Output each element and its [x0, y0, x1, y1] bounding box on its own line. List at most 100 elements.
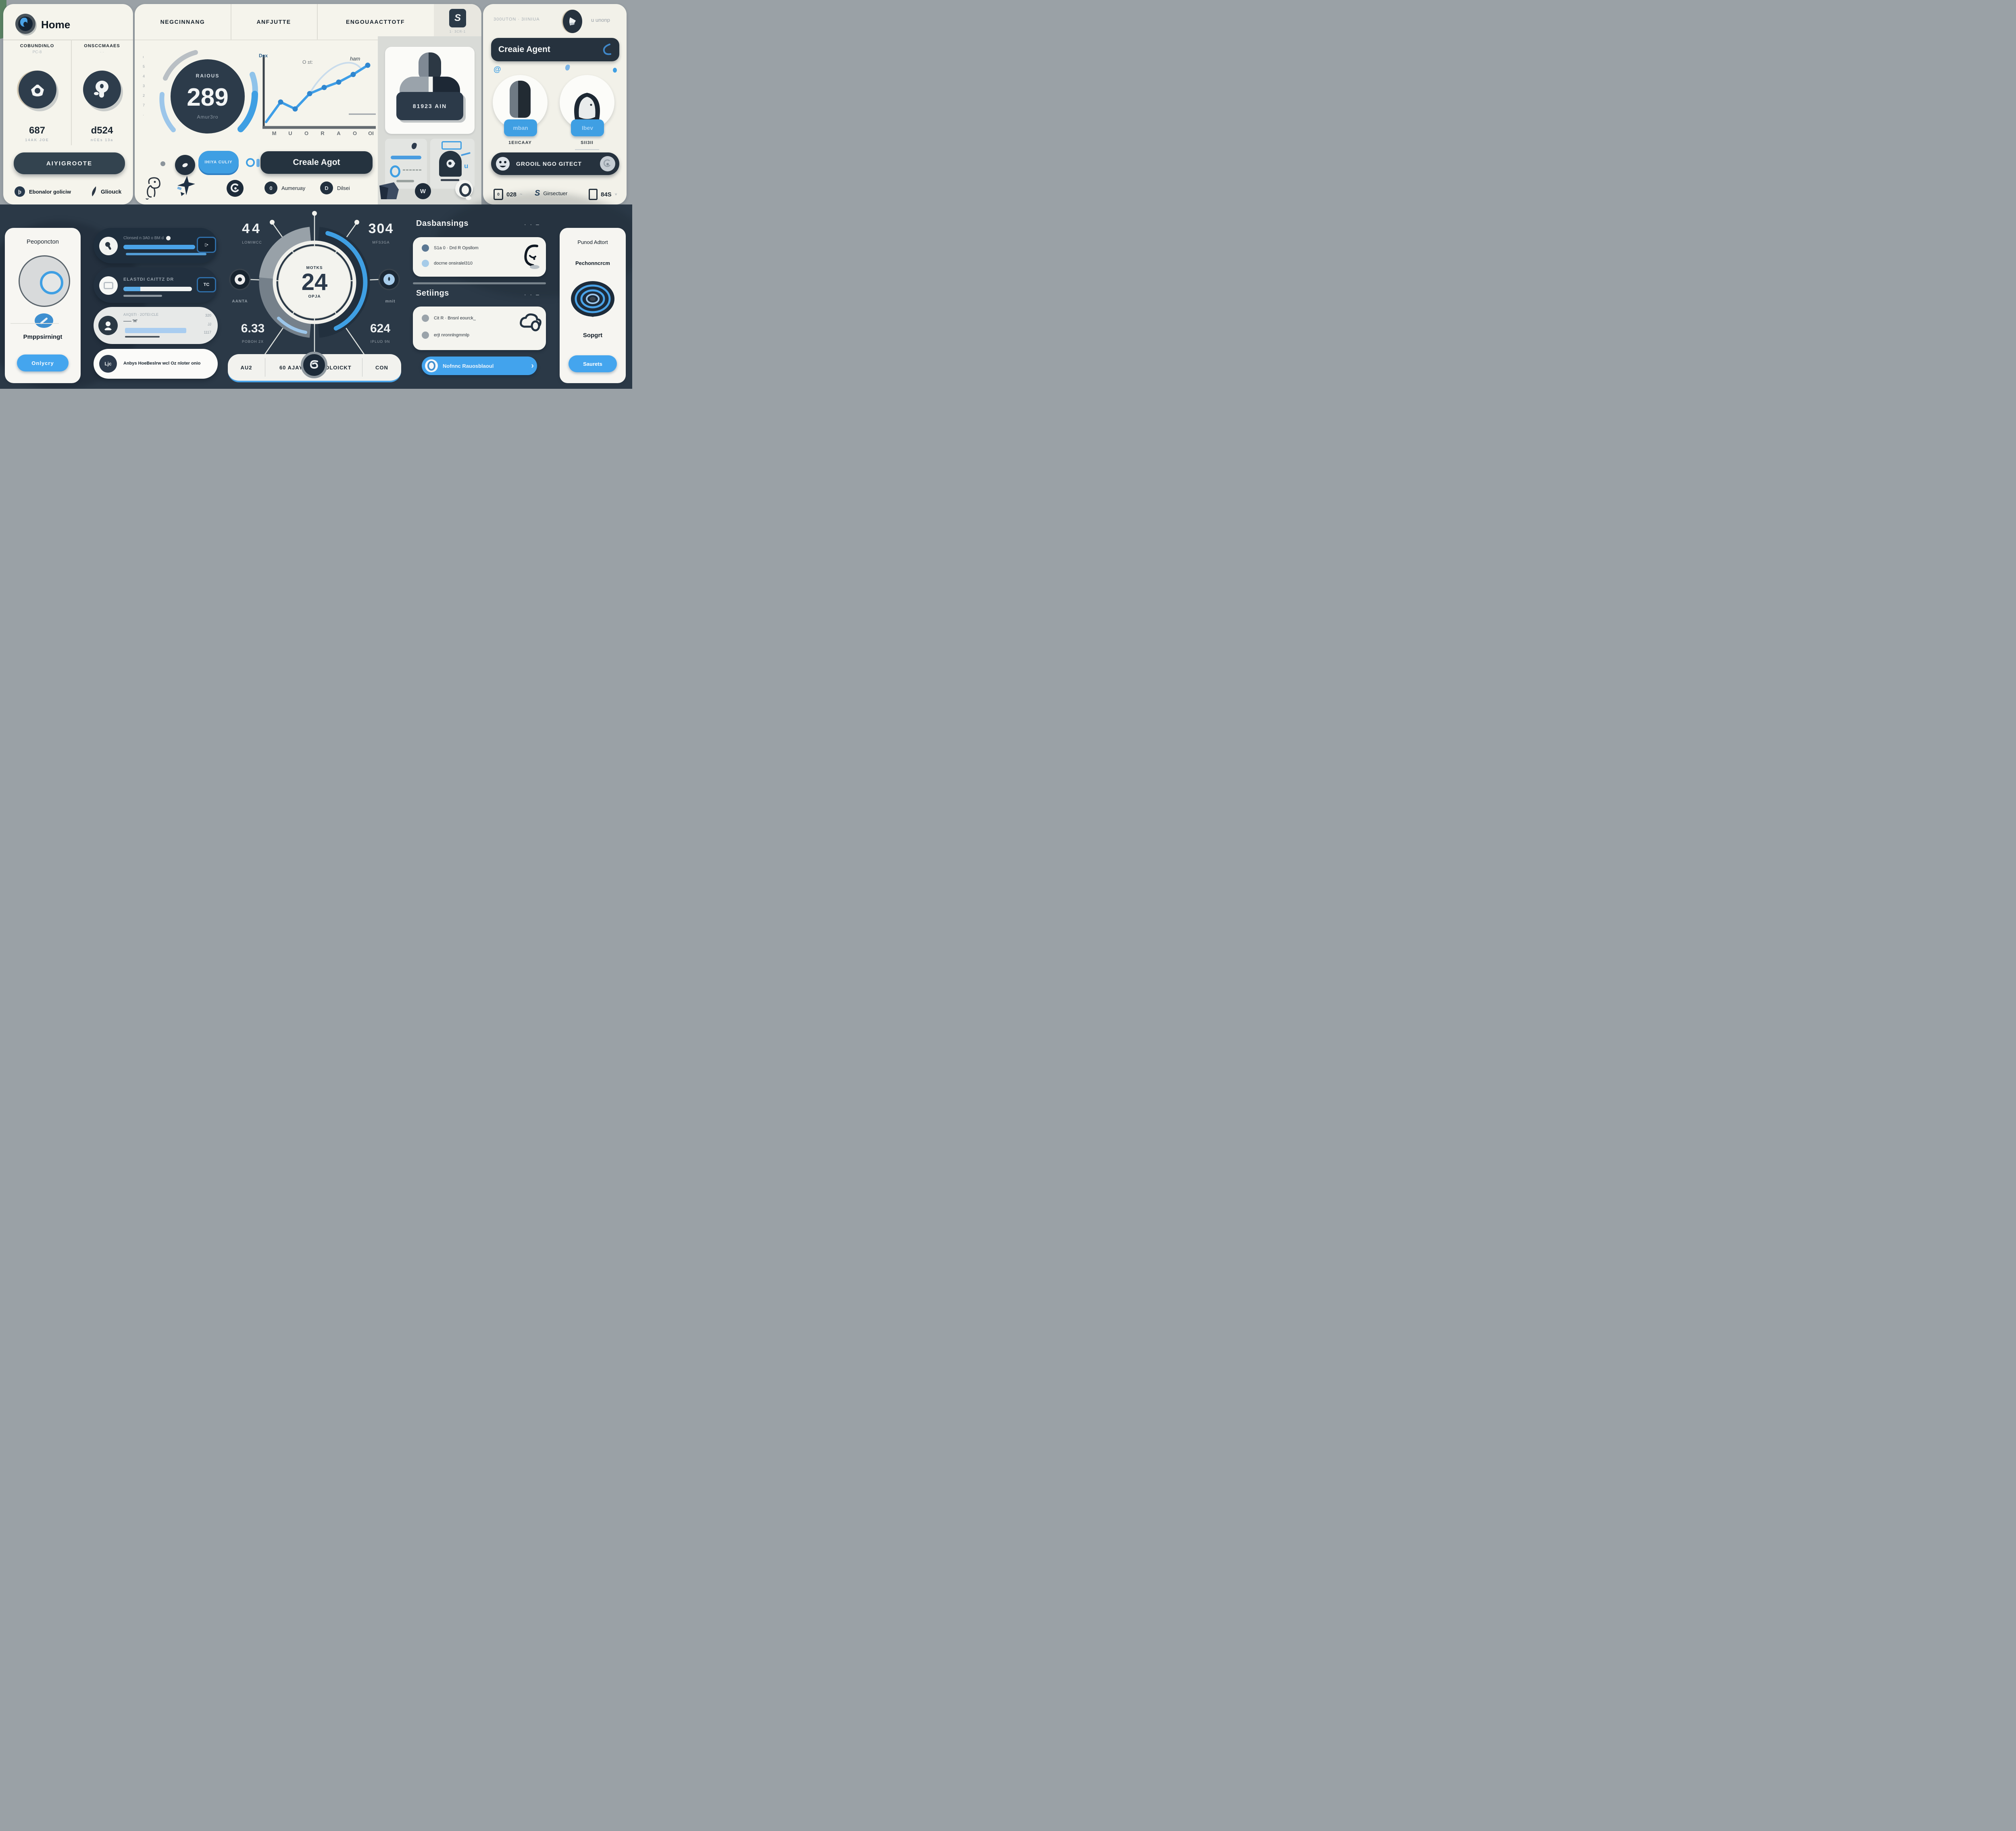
gauge-top-label: RAIOUS: [196, 73, 220, 79]
hub-stat-label: MFS3GA: [372, 240, 390, 244]
device-icon: 0: [494, 189, 503, 200]
hub-stat-bottomleft: 6.33: [241, 322, 265, 335]
arch-swirl-icon: [439, 151, 462, 177]
task-row-4[interactable]: Ljc Anbys HoeBeslrw wcl Oz nloter onio: [94, 349, 218, 379]
dash-row-text: S1a 0 · Drd R Opsllom: [434, 246, 479, 250]
tab-anfjutte[interactable]: ANFJUTTE: [231, 4, 317, 40]
support-line3: Sopgrt: [583, 332, 603, 339]
row-text: Anbys HoeBeslrw wcl Oz nloter onio: [123, 361, 201, 366]
row-meta: 1117: [204, 330, 211, 334]
dash-row-1[interactable]: S1a 0 · Drd R Opsllom: [422, 244, 479, 252]
footer-item-label: 84S: [601, 191, 612, 198]
task-row-3[interactable]: AXQSTI · 2OTEI:CLE —— 'H' 320 JJ 1117: [94, 307, 218, 344]
app-logo-icon[interactable]: [15, 14, 35, 34]
agent-avatar-1[interactable]: [493, 75, 548, 130]
task-row-1[interactable]: Clonsed n 3A0 o BM d ▯▪: [94, 228, 218, 263]
chart-annotation: ham: [350, 56, 360, 62]
dash-row-2[interactable]: docrne onsiralel310: [422, 260, 473, 267]
row-avatar: [99, 237, 118, 255]
grooil-button[interactable]: GROOIL NGO GITECT: [491, 152, 619, 175]
grooil-label: GROOIL NGO GITECT: [516, 161, 582, 167]
record-button[interactable]: [175, 155, 195, 175]
o-ring-icon: [425, 359, 438, 372]
row-title: AXQSTI · 2OTEI:CLE: [123, 313, 159, 317]
agent-avatar-2[interactable]: [560, 75, 614, 130]
left-knob[interactable]: [229, 269, 251, 290]
create-agot-button[interactable]: Creale Agot: [260, 151, 373, 174]
agent-badge-label: mban: [513, 125, 528, 131]
right-knob[interactable]: [378, 269, 400, 290]
create-agent-bar[interactable]: Creaie Agent: [491, 38, 619, 61]
aiyigroote-button[interactable]: AIYIGROOTE: [14, 152, 125, 174]
dash-card: S1a 0 · Drd R Opsllom docrne onsiralel31…: [413, 237, 546, 277]
hub-stat-topright: 304: [368, 221, 394, 236]
status-dot: [422, 332, 429, 339]
task-row-2[interactable]: ELASTDI CAITTZ DR TC: [94, 267, 218, 303]
icon-link-dilsei[interactable]: D Dilsei: [320, 181, 350, 194]
profile-title: Peoponcton: [26, 238, 59, 245]
stat-caption-1: 14AK JOE: [25, 138, 49, 142]
crescent-icon: [603, 44, 611, 55]
hub-center: MOTKS 24 OPJA: [279, 247, 350, 318]
footer-item-girsectuer[interactable]: S Girsectuer: [535, 189, 567, 198]
side-tab-caption: 1· 3CR-1: [449, 30, 466, 33]
panel-divider: [413, 282, 546, 284]
segment-60ajay[interactable]: 60 AJAY: [279, 364, 303, 371]
hub-knob-label: mnit: [385, 299, 396, 304]
onlycry-label: Onlycry: [31, 360, 54, 366]
onlycry-button[interactable]: Onlycry: [17, 355, 69, 371]
column-divider: [71, 40, 72, 145]
footer-item-84s[interactable]: 84S ˅: [589, 189, 617, 200]
s-icon: S: [449, 9, 466, 27]
dash-dots[interactable]: · · –: [524, 221, 540, 227]
icon-link-label: Dilsei: [337, 185, 350, 191]
row-action-badge[interactable]: TC: [197, 277, 216, 292]
agent-plaque: 81923 AIN: [396, 92, 463, 120]
settings-row-2[interactable]: erjt nronnlngmmlp: [422, 332, 469, 339]
status-dot: [422, 315, 429, 322]
segment-con[interactable]: CON: [375, 364, 388, 371]
agent-subpanel: 81923 AIN u: [378, 36, 481, 204]
create-panel: 300UTON · 3IINIUA u unonp Creaie Agent @…: [483, 4, 627, 204]
edit-badge-icon[interactable]: [35, 313, 53, 328]
hooded-head-icon: [574, 93, 600, 123]
lens-icon: [246, 158, 260, 167]
tab-divider: [317, 4, 318, 40]
tab-negcinnang[interactable]: NEGCINNANG: [135, 4, 231, 40]
row-title: ELASTDI CAITTZ DR: [123, 277, 174, 282]
profile-dial[interactable]: [19, 255, 70, 307]
person-circle-button[interactable]: [83, 71, 121, 108]
overview-panel: NEGCINNANG ANFJUTTE ENGOUAACTTOTF S 1· 3…: [135, 4, 481, 204]
settings-action-button[interactable]: Nofnnc Rauosblaoul ›: [422, 357, 537, 375]
status-dot: [422, 244, 429, 252]
avatar[interactable]: [563, 10, 582, 33]
w-badge-icon: W: [415, 183, 431, 199]
saurets-button[interactable]: Saurets: [569, 355, 617, 372]
side-tab[interactable]: S 1· 3CR-1: [434, 4, 481, 39]
status-dot: [422, 260, 429, 267]
settings-card: Cit R · Bnsnl eourck_ erjt nronnlngmmlp: [413, 307, 546, 350]
footer-item-028[interactable]: 0 028 ~: [494, 189, 522, 200]
svg-text:O: O: [353, 130, 357, 136]
progress-bar-primary: [123, 245, 195, 249]
person-icon: [94, 81, 110, 98]
tab-engouaacttotf[interactable]: ENGOUAACTTOTF: [317, 4, 434, 40]
hub-stat-topleft: 44: [242, 221, 262, 236]
icon-link-aumeruay[interactable]: 0 Aumeruay: [264, 181, 305, 194]
u-glyph: u: [464, 162, 469, 170]
row-line2: —— 'H': [123, 319, 137, 323]
row-action-badge[interactable]: ▯▪: [197, 237, 216, 253]
settings-dots[interactable]: · · –: [524, 291, 540, 298]
segment-center-badge[interactable]: [301, 352, 327, 378]
segment-au2[interactable]: AU2: [240, 364, 252, 371]
profile-card: Peoponcton Pmppsirningt Onlycry: [5, 228, 81, 383]
breadcrumb: 300UTON · 3IINIUA: [494, 17, 540, 22]
agent-badge-2: Ibev: [571, 119, 604, 136]
footer-link-1[interactable]: ϸ Ebonalor goliciw: [15, 186, 71, 197]
settings-row-1[interactable]: Cit R · Bnsnl eourck_: [422, 315, 476, 322]
segment-oloickt[interactable]: OLOICKT: [325, 364, 352, 371]
ihiya-chip[interactable]: IHIYA CULIY: [198, 151, 239, 173]
hub-knob-label: AANTA: [232, 299, 248, 304]
footer-link-2[interactable]: Gliouck: [91, 186, 121, 197]
home-circle-button[interactable]: [19, 71, 56, 108]
